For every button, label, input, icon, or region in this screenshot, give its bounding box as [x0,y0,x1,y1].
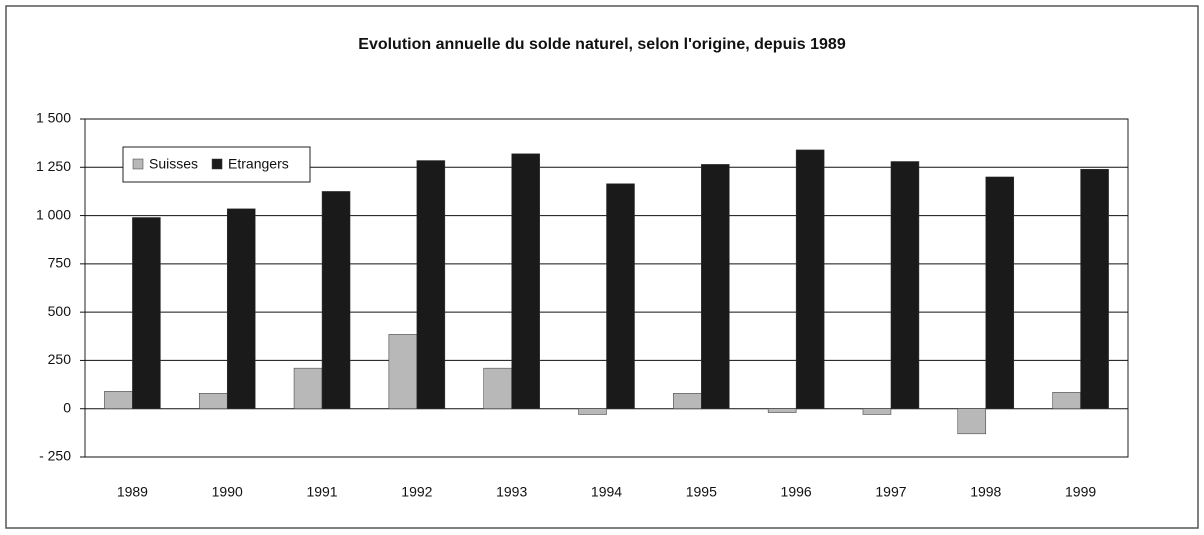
y-tick-label: 750 [48,255,72,271]
bar [104,391,133,409]
y-tick-label: - 250 [39,448,71,464]
x-tick-label: 1997 [875,484,906,500]
y-tick-label: 1 250 [36,158,71,174]
bar [767,408,797,413]
chart-title: Evolution annuelle du solde naturel, sel… [358,36,846,53]
bar [606,183,635,409]
x-tick-label: 1996 [781,484,812,500]
x-tick-label: 1989 [117,484,148,500]
x-tick-label: 1990 [212,484,243,500]
y-tick-label: 1 500 [36,110,71,126]
legend-label: Etrangers [228,156,289,172]
bar [578,408,607,415]
bar [701,164,730,409]
bar [293,367,323,409]
y-tick-label: 500 [48,303,72,319]
x-tick-label: 1991 [306,484,337,500]
bar [890,161,920,409]
bar [226,208,256,409]
bar [1080,168,1109,409]
bar [985,176,1015,409]
x-tick-label: 1999 [1065,484,1096,500]
bar [198,393,228,409]
bar [795,149,825,409]
bar [862,408,892,415]
legend-label: Suisses [149,156,198,172]
bar [416,160,446,409]
y-tick-label: 250 [48,351,72,367]
x-tick-label: 1993 [496,484,527,500]
bar [132,217,161,409]
legend-swatch [132,158,144,170]
bar [388,334,418,409]
y-tick-label: 1 000 [36,206,71,222]
x-tick-label: 1995 [686,484,717,500]
bar [1052,392,1081,409]
bar [673,393,702,409]
bar [483,367,512,409]
x-tick-label: 1998 [970,484,1001,500]
bar [321,191,351,409]
bar [957,408,987,435]
legend-swatch [211,158,223,170]
y-tick-label: 0 [63,399,71,415]
bar [511,153,540,409]
x-tick-label: 1994 [591,484,622,500]
x-tick-label: 1992 [401,484,432,500]
